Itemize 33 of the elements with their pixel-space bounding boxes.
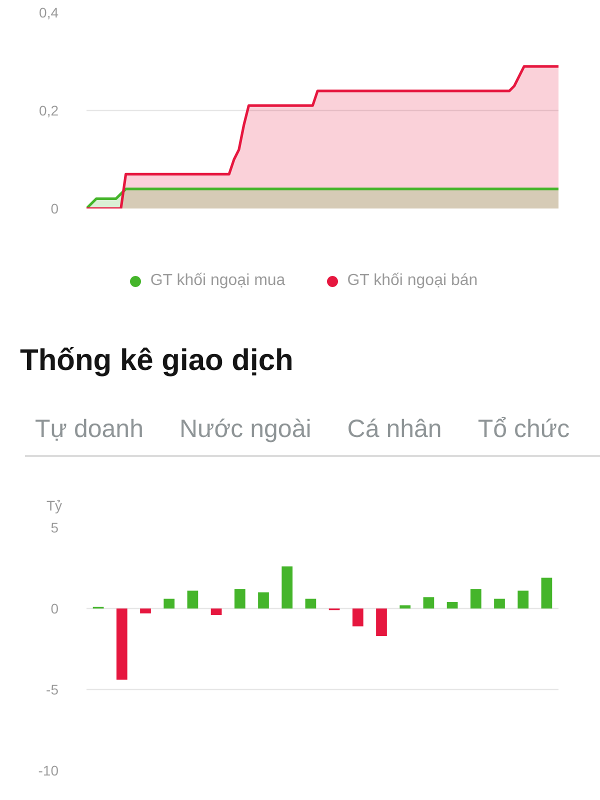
y-tick-label: 0 bbox=[50, 200, 59, 216]
chart-title: Thống kê giao dịch bbox=[20, 343, 294, 379]
bar bbox=[116, 608, 128, 680]
bar bbox=[187, 590, 198, 608]
bar bbox=[305, 598, 316, 608]
bar bbox=[376, 608, 387, 636]
bar bbox=[210, 608, 222, 615]
bar bbox=[164, 598, 175, 608]
legend-label: GT khối ngoại mua bbox=[149, 270, 286, 291]
y-tick-label: 0 bbox=[50, 600, 59, 616]
y-tick-label: -10 bbox=[38, 762, 59, 778]
bar bbox=[541, 578, 552, 608]
bar bbox=[446, 602, 458, 608]
text: Cá nhân bbox=[347, 415, 442, 443]
bar bbox=[352, 608, 364, 626]
bar bbox=[423, 597, 434, 608]
legend-label: GT khối ngoại bán bbox=[346, 270, 478, 291]
text: Nước ngoài bbox=[179, 415, 312, 443]
text: Tự doanh bbox=[35, 415, 144, 443]
bar bbox=[140, 608, 151, 614]
bar bbox=[234, 589, 246, 608]
y-tick-label: 0,2 bbox=[39, 102, 59, 118]
y-tick-label: 5 bbox=[50, 520, 59, 536]
y-tick-label: 0,4 bbox=[39, 4, 59, 20]
text: Tổ chức bbox=[478, 415, 570, 443]
bar bbox=[518, 590, 529, 608]
bar bbox=[470, 589, 482, 608]
bar bbox=[282, 566, 293, 608]
bar bbox=[258, 592, 269, 608]
bar bbox=[494, 598, 505, 608]
y-tick-label: -5 bbox=[46, 682, 59, 698]
bar bbox=[400, 605, 411, 608]
y-axis-title: Tỷ bbox=[46, 498, 62, 514]
